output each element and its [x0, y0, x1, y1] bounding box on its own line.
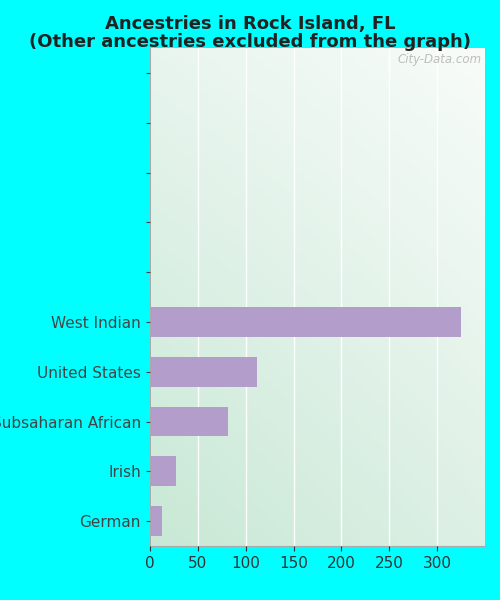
Bar: [150, 506, 162, 536]
Bar: [150, 307, 461, 337]
Text: Ancestries in Rock Island, FL: Ancestries in Rock Island, FL: [105, 15, 395, 33]
Bar: [150, 457, 176, 486]
Text: (Other ancestries excluded from the graph): (Other ancestries excluded from the grap…: [29, 33, 471, 51]
Bar: [150, 407, 228, 436]
Bar: [150, 357, 257, 386]
Text: City-Data.com: City-Data.com: [398, 53, 481, 66]
